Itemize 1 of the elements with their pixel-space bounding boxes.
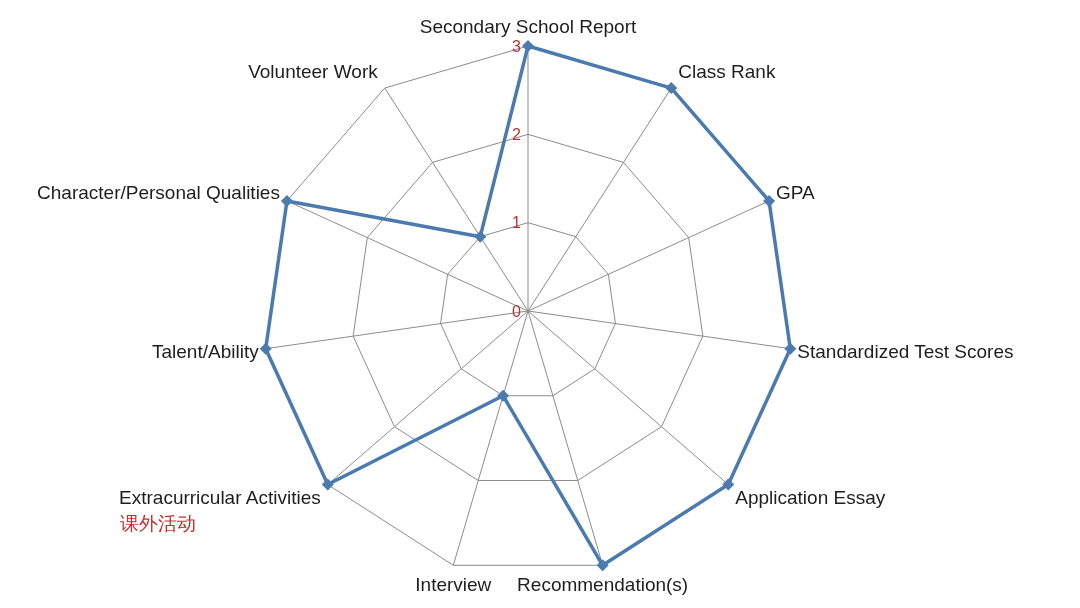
annotation: 课外活动	[120, 512, 197, 534]
